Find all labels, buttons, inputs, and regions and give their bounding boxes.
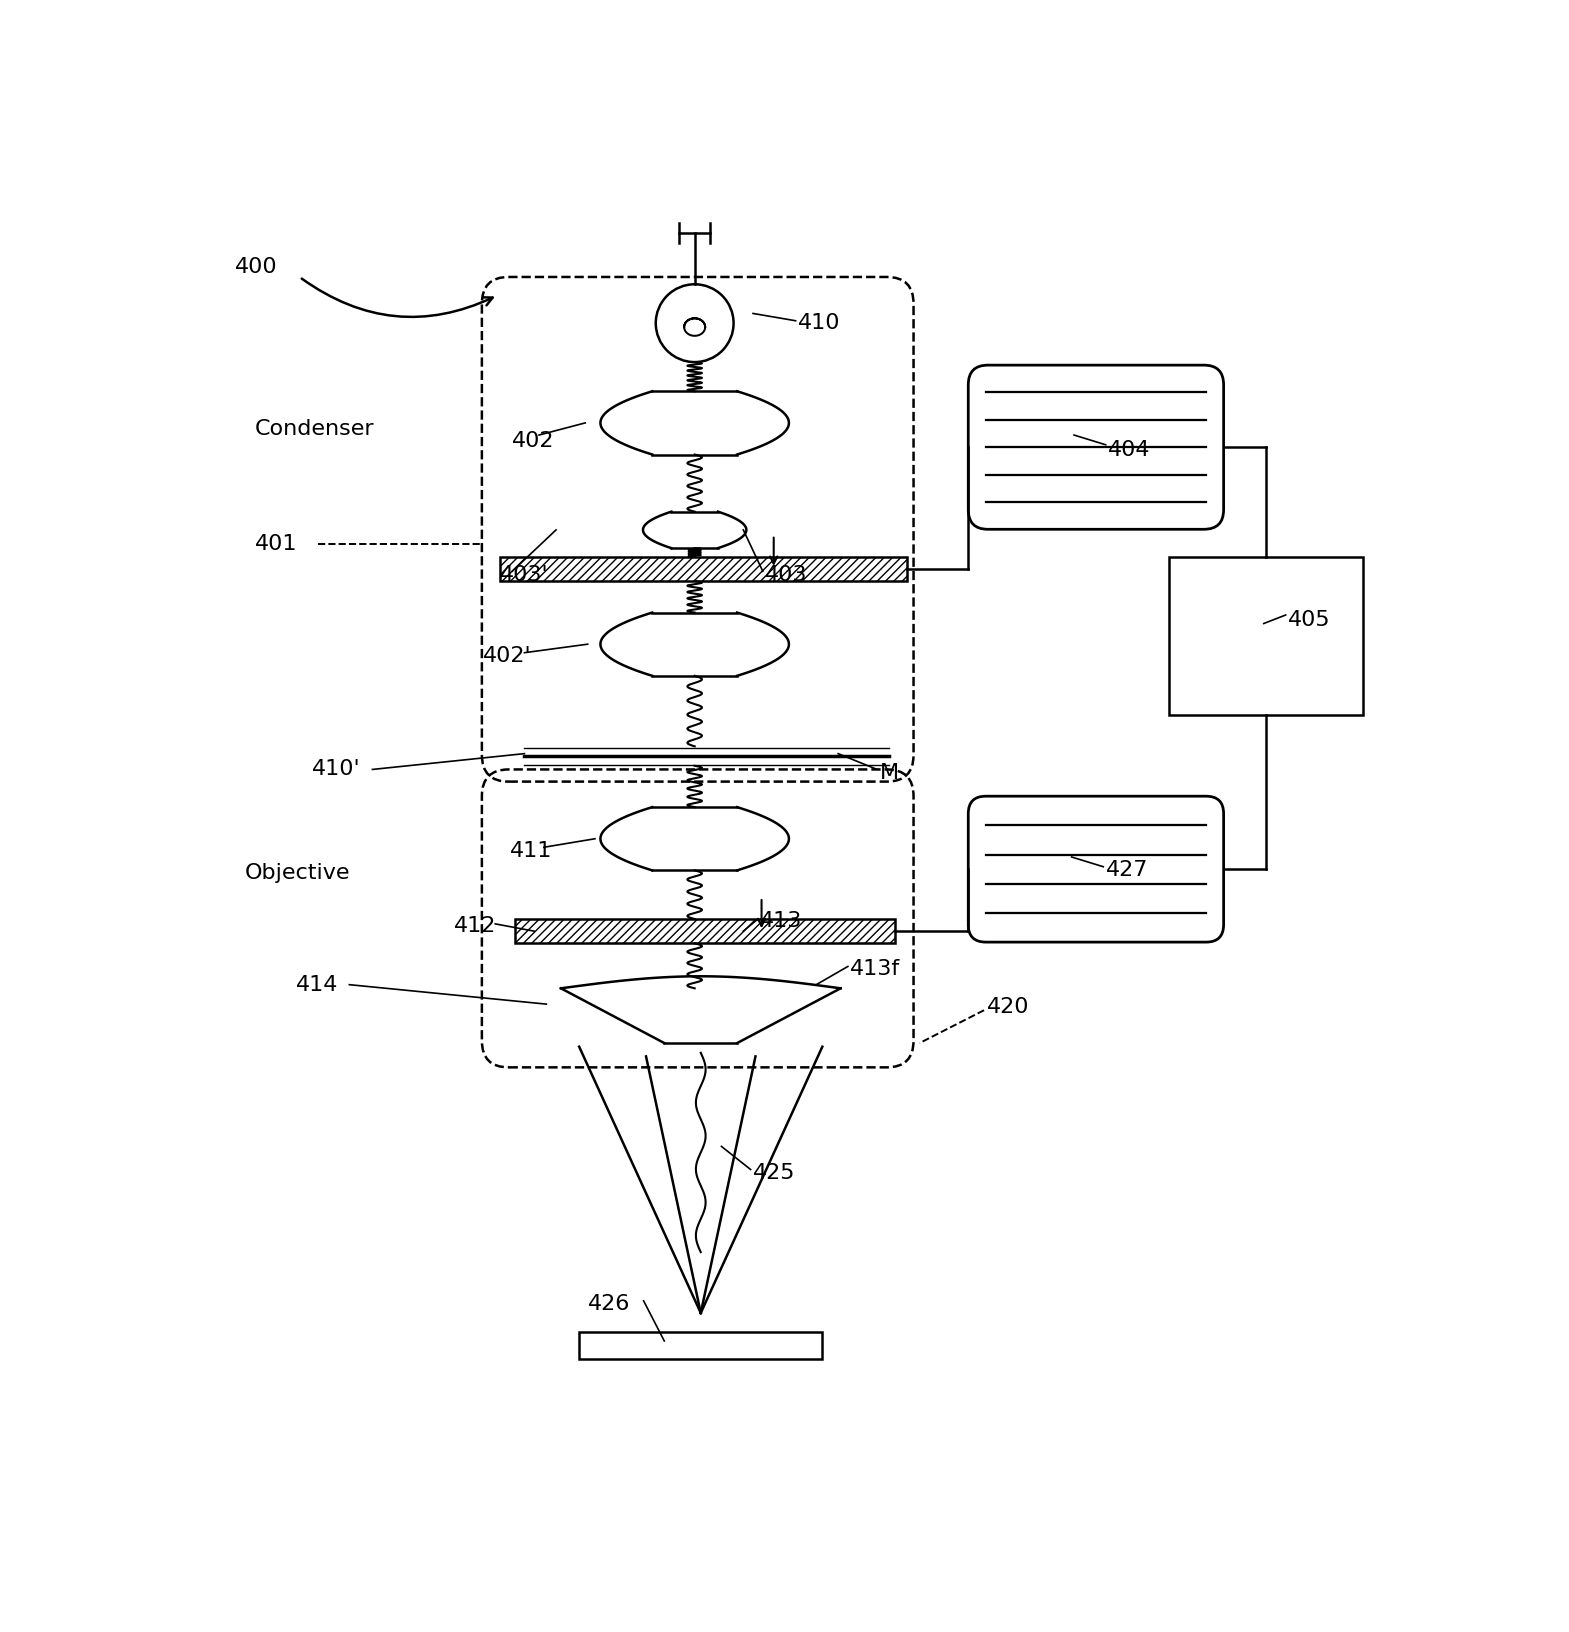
- Text: 402: 402: [513, 431, 555, 450]
- Text: 402': 402': [483, 646, 532, 666]
- Text: 413f: 413f: [850, 960, 901, 979]
- Text: 404: 404: [1108, 439, 1150, 460]
- Bar: [515, 919, 896, 943]
- Text: 403': 403': [501, 565, 549, 584]
- Text: 413: 413: [761, 911, 803, 932]
- Text: M: M: [880, 764, 899, 783]
- Text: 412: 412: [453, 916, 496, 937]
- Bar: [501, 557, 907, 581]
- Text: 426: 426: [588, 1294, 631, 1314]
- Text: 414: 414: [297, 974, 339, 994]
- Text: 401: 401: [254, 535, 297, 555]
- Text: 420: 420: [987, 997, 1029, 1017]
- Bar: [1169, 557, 1363, 715]
- Text: 410: 410: [799, 313, 841, 333]
- Text: 425: 425: [753, 1164, 795, 1183]
- Text: Condenser: Condenser: [254, 419, 373, 439]
- Text: 405: 405: [1288, 610, 1331, 630]
- Text: 427: 427: [1106, 860, 1149, 880]
- Text: 410': 410': [312, 759, 361, 780]
- Text: 400: 400: [235, 258, 278, 277]
- Text: 411: 411: [510, 840, 552, 862]
- Text: Objective: Objective: [245, 863, 350, 883]
- Bar: [579, 1332, 822, 1359]
- Text: 403: 403: [766, 565, 808, 584]
